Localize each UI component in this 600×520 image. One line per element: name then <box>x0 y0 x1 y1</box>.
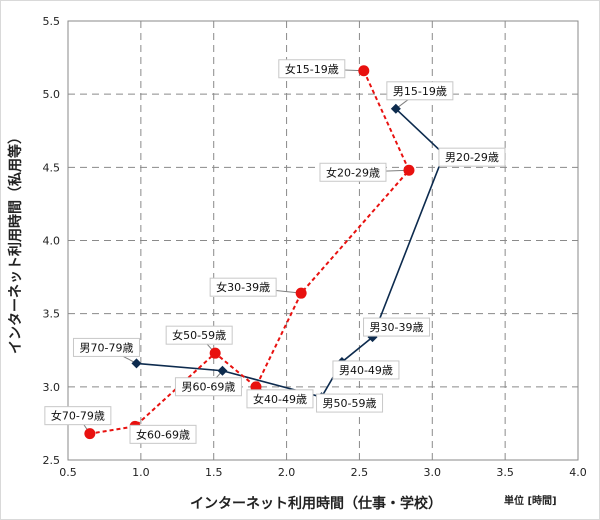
y-tick-label: 5.0 <box>43 88 61 101</box>
point-label: 女15-19歳 <box>278 59 346 79</box>
data-point <box>131 358 142 369</box>
y-tick-labels: 2.5 3.0 3.5 4.0 4.5 5.0 5.5 <box>43 15 61 467</box>
point-label-box <box>246 389 314 409</box>
y-tick-label: 4.5 <box>43 161 61 174</box>
point-label-box <box>278 59 346 79</box>
y-axis-title: インターネット利用時間（私用等） <box>7 130 24 354</box>
point-label: 女30-39歳 <box>209 277 277 297</box>
unit-label: 単位 [時間] <box>504 494 557 507</box>
point-label-box <box>386 81 454 101</box>
point-label: 男15-19歳 <box>386 81 454 101</box>
x-tick-labels: 0.5 1.0 1.5 2.0 2.5 3.0 3.5 4.0 <box>59 466 587 479</box>
x-tick-label: 3.5 <box>496 466 514 479</box>
x-tick-label: 2.5 <box>351 466 369 479</box>
point-label-text: 男70-79歳 <box>80 341 134 354</box>
point-label-box <box>319 162 387 182</box>
point-label: 男70-79歳 <box>72 337 140 357</box>
point-label-text: 女50-59歳 <box>172 328 226 342</box>
point-label: 女70-79歳 <box>44 406 112 426</box>
x-tick-label: 1.0 <box>132 466 150 479</box>
x-tick-label: 3.0 <box>424 466 442 479</box>
data-point <box>403 164 415 176</box>
point-label-text: 男15-19歳 <box>393 85 447 98</box>
point-label-text: 男20-29歳 <box>445 151 499 164</box>
x-axis-title: インターネット利用時間（仕事・学校） <box>190 495 442 512</box>
data-point <box>358 65 370 77</box>
data-point <box>84 428 96 440</box>
data-point <box>209 347 221 359</box>
y-tick-label: 5.5 <box>43 15 61 28</box>
point-label-box <box>209 277 277 297</box>
point-label-box <box>72 337 140 357</box>
x-tick-label: 4.0 <box>569 466 587 479</box>
point-label-text: 女20-29歳 <box>326 165 380 179</box>
data-point <box>217 365 228 376</box>
point-label: 女60-69歳 <box>129 424 197 444</box>
point-label-box <box>165 325 233 345</box>
point-label-text: 男30-39歳 <box>370 321 424 334</box>
point-label-text: 女70-79歳 <box>51 409 105 423</box>
point-label-box <box>129 424 197 444</box>
point-label-text: 男50-59歳 <box>323 397 377 410</box>
point-label-box <box>174 377 242 397</box>
x-tick-label: 0.5 <box>59 466 77 479</box>
point-label-text: 女15-19歳 <box>285 62 339 76</box>
point-label-box <box>438 147 506 167</box>
point-label: 男20-29歳 <box>438 147 506 167</box>
y-tick-label: 3.5 <box>43 308 61 321</box>
point-label: 男40-49歳 <box>332 360 400 380</box>
point-label: 男50-59歳 <box>316 393 384 413</box>
point-label: 女50-59歳 <box>165 325 233 345</box>
point-label: 男60-69歳 <box>174 377 242 397</box>
x-tick-label: 1.5 <box>205 466 223 479</box>
point-label-text: 男60-69歳 <box>181 381 235 394</box>
data-point <box>295 287 307 299</box>
point-label: 男30-39歳 <box>363 317 431 337</box>
point-label-box <box>316 393 384 413</box>
point-label-text: 女60-69歳 <box>136 427 190 441</box>
point-label-text: 女40-49歳 <box>253 392 307 406</box>
y-tick-label: 3.0 <box>43 381 61 394</box>
point-label-box <box>363 317 431 337</box>
data-point <box>390 103 401 114</box>
x-tick-label: 2.0 <box>278 466 296 479</box>
y-tick-label: 2.5 <box>43 454 61 467</box>
point-label-text: 女30-39歳 <box>216 280 270 294</box>
y-tick-label: 4.0 <box>43 235 61 248</box>
point-label-text: 男40-49歳 <box>339 364 393 377</box>
point-label-box <box>332 360 400 380</box>
point-label-box <box>44 406 112 426</box>
point-label: 女40-49歳 <box>246 389 314 409</box>
point-label: 女20-29歳 <box>319 162 387 182</box>
